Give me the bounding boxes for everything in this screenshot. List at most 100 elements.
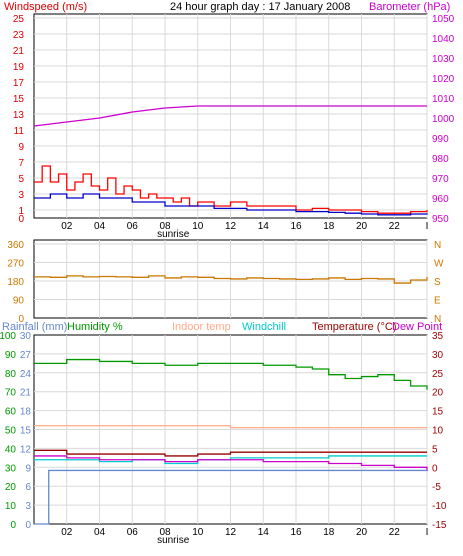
dir-series-0 <box>34 275 428 284</box>
wind-xtick-10: 22 <box>389 221 401 232</box>
temp-ytick-1: 30 <box>432 350 444 361</box>
rain-ytick-6: 12 <box>20 444 32 455</box>
humidity-ytick-3: 70 <box>5 388 17 399</box>
baro-ytick-8: 970 <box>432 174 449 185</box>
wind-sunrise-label: sunrise <box>157 229 190 240</box>
wind-ytick-3: 19 <box>13 62 25 73</box>
humidity-ytick-7: 30 <box>5 463 17 474</box>
temp-xtick-11: I <box>426 527 429 538</box>
wind-ytick-10: 5 <box>18 174 24 185</box>
wind-series-1 <box>34 193 428 216</box>
temp-ytick-2: 25 <box>432 369 444 380</box>
wind-series-2 <box>33 105 427 127</box>
temp-xtick-0: 02 <box>61 527 73 538</box>
humidity-ytick-6: 40 <box>5 444 17 455</box>
temp-ytick-6: 5 <box>432 444 438 455</box>
temp-xtick-6: 14 <box>258 527 270 538</box>
wind-xtick-8: 18 <box>323 221 335 232</box>
wind-ytick-1: 23 <box>13 30 25 41</box>
dir-compass-4: N <box>434 314 441 325</box>
temp-xtick-4: 10 <box>192 527 204 538</box>
dir-compass-1: W <box>434 259 444 270</box>
wind-xtick-7: 16 <box>290 221 302 232</box>
rain-ytick-4: 18 <box>20 407 32 418</box>
wind-ytick-5: 15 <box>13 94 25 105</box>
dir-ytick-4: 0 <box>18 314 24 325</box>
temp-series-5 <box>34 469 427 525</box>
wind-ytick-12: 1 <box>18 206 24 217</box>
legend-item-0: Rainfall (mm) <box>2 321 67 333</box>
dir-ytick-1: 270 <box>7 259 24 270</box>
baro-ytick-1: 1040 <box>432 34 455 45</box>
rain-ytick-2: 24 <box>20 369 32 380</box>
temp-xtick-9: 20 <box>356 527 368 538</box>
baro-ytick-0: 1050 <box>432 14 455 25</box>
wind-ytick-4: 17 <box>13 78 25 89</box>
legend-item-1: Humidity % <box>67 321 123 333</box>
baro-ytick-7: 980 <box>432 154 449 165</box>
wind-ytick-7: 11 <box>14 126 25 137</box>
rain-ytick-5: 15 <box>20 426 32 437</box>
temp-series-0 <box>34 358 428 390</box>
humidity-ytick-0: 100 <box>0 331 16 342</box>
rain-ytick-7: 9 <box>25 463 31 474</box>
dir-ytick-0: 360 <box>7 240 24 251</box>
humidity-ytick-2: 80 <box>5 369 17 380</box>
humidity-ytick-9: 10 <box>5 501 17 512</box>
rain-ytick-10: 0 <box>25 520 31 531</box>
temp-ytick-5: 10 <box>432 426 444 437</box>
wind-xtick-9: 20 <box>356 221 368 232</box>
wind-series-0 <box>34 165 428 214</box>
wind-ytick-13: 0 <box>18 214 24 225</box>
temp-series-4 <box>34 455 428 472</box>
wind-xtick-2: 06 <box>127 221 139 232</box>
temp-series-1 <box>34 425 427 429</box>
dir-compass-3: E <box>434 296 441 307</box>
dir-compass-2: S <box>434 277 441 288</box>
dir-compass-0: N <box>434 240 441 251</box>
windspeed-axis-title: Windspeed (m/s) <box>4 1 87 13</box>
wind-xtick-5: 12 <box>225 221 237 232</box>
baro-ytick-3: 1020 <box>432 74 455 85</box>
baro-ytick-6: 990 <box>432 134 449 145</box>
humidity-ytick-8: 20 <box>5 482 17 493</box>
wind-ytick-8: 9 <box>18 142 24 153</box>
legend-item-2: Indoor temp <box>172 321 231 333</box>
wind-ytick-2: 21 <box>13 46 25 57</box>
humidity-ytick-10: 0 <box>10 520 16 531</box>
humidity-ytick-1: 90 <box>5 350 17 361</box>
baro-ytick-10: 950 <box>432 214 449 225</box>
temp-xtick-3: 08 <box>159 527 171 538</box>
rain-ytick-3: 21 <box>20 388 32 399</box>
temp-xtick-5: 12 <box>225 527 237 538</box>
barometer-axis-title: Barometer (hPa) <box>369 1 450 13</box>
wind-ytick-6: 13 <box>13 110 25 121</box>
chart-title: 24 hour graph day : 17 January 2008 <box>170 1 350 13</box>
temp-ytick-8: -5 <box>432 482 441 493</box>
temp-ytick-0: 35 <box>432 331 444 342</box>
legend-item-3: Windchill <box>242 321 286 333</box>
temp-xtick-8: 18 <box>323 527 335 538</box>
temp-ytick-3: 20 <box>432 388 444 399</box>
wind-ytick-0: 25 <box>13 14 25 25</box>
rain-ytick-1: 27 <box>20 350 32 361</box>
wind-xtick-4: 10 <box>192 221 204 232</box>
rain-ytick-9: 3 <box>25 501 31 512</box>
temp-xtick-2: 06 <box>127 527 139 538</box>
humidity-ytick-4: 60 <box>5 407 17 418</box>
dir-ytick-3: 90 <box>13 296 25 307</box>
rain-ytick-0: 30 <box>20 331 32 342</box>
rain-ytick-8: 6 <box>25 482 31 493</box>
baro-ytick-4: 1010 <box>432 94 455 105</box>
legend-item-4: Temperature (°C) <box>312 321 396 333</box>
temp-series-2 <box>34 449 427 457</box>
legend-item-5: Dew Point <box>392 321 442 333</box>
temp-sunrise-label: sunrise <box>157 535 190 546</box>
baro-ytick-5: 1000 <box>432 114 455 125</box>
wind-ytick-11: 3 <box>18 190 24 201</box>
wind-xtick-1: 04 <box>94 221 106 232</box>
temp-ytick-9: -10 <box>432 501 447 512</box>
temp-xtick-10: 22 <box>389 527 401 538</box>
